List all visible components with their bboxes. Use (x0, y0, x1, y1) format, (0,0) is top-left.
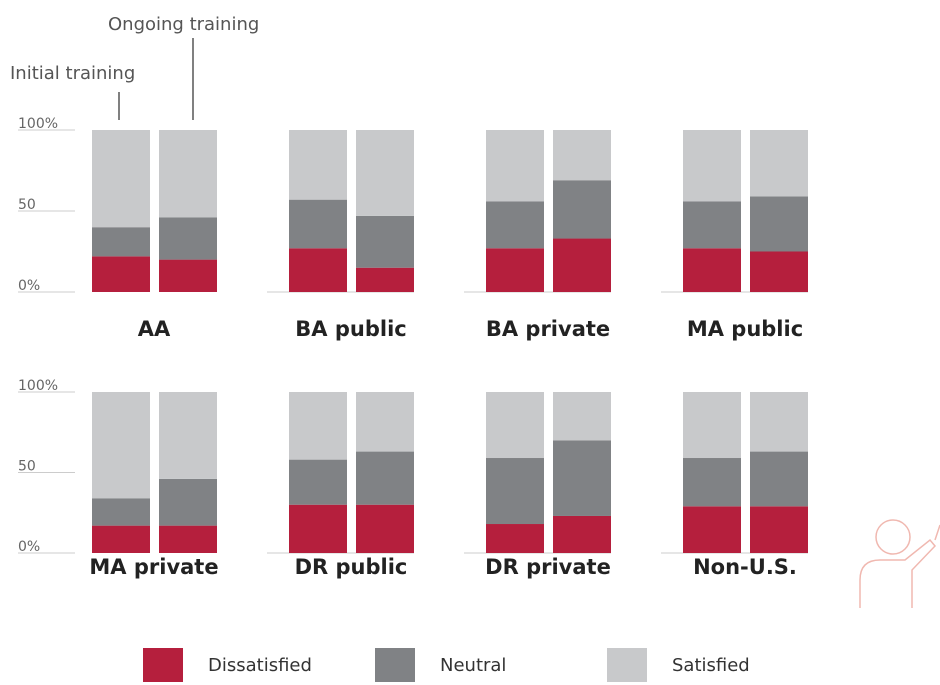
bar-segment (356, 215, 414, 268)
bar-segment (683, 458, 741, 507)
panel-title: MA public (687, 317, 803, 341)
bar-segment (683, 248, 741, 292)
category-annotation: Initial training (10, 63, 135, 84)
bar-segment (159, 392, 217, 479)
bar-segment (92, 256, 150, 292)
category-annotation: Ongoing training (108, 14, 259, 35)
bar-segment (159, 525, 217, 553)
panel-title: DR private (485, 555, 611, 579)
panel-title: BA public (295, 317, 406, 341)
bar-segment (553, 515, 611, 553)
bar-segment (750, 392, 808, 452)
bar-segment (356, 504, 414, 553)
panel-title: BA private (486, 317, 610, 341)
panel-title: DR public (295, 555, 408, 579)
y-tick-label: 50 (18, 459, 36, 475)
y-tick-label: 0% (18, 278, 40, 294)
bar-segment (750, 130, 808, 197)
bar-segment (553, 130, 611, 181)
bar-segment (486, 458, 544, 525)
bar-segment (356, 267, 414, 292)
bar-segment (92, 498, 150, 526)
bar-segment (486, 524, 544, 553)
bar-segment (289, 130, 347, 200)
legend-swatch (607, 648, 647, 682)
y-tick-label: 50 (18, 197, 36, 213)
bar-segment (289, 504, 347, 553)
bar-segment (553, 238, 611, 292)
bar-segment (486, 392, 544, 459)
bar-segment (486, 130, 544, 202)
bar-segment (289, 392, 347, 460)
legend-swatch (143, 648, 183, 682)
bar-segment (553, 180, 611, 239)
bar-segment (356, 130, 414, 216)
y-tick-label: 100% (18, 378, 58, 394)
bar-segment (750, 506, 808, 553)
bar-segment (486, 201, 544, 249)
bar-segment (553, 440, 611, 516)
bar-segment (750, 196, 808, 252)
bar-segment (159, 130, 217, 218)
bar-segment (356, 451, 414, 505)
bar-segment (159, 478, 217, 526)
bar-segment (289, 248, 347, 292)
bar-segment (92, 525, 150, 553)
y-tick-label: 100% (18, 116, 58, 132)
bar-segment (92, 392, 150, 499)
bar-segment (553, 392, 611, 441)
bar-segment (683, 392, 741, 459)
bar-segment (289, 459, 347, 505)
panel-title: MA private (89, 555, 218, 579)
bar-segment (92, 130, 150, 228)
legend-label: Satisfied (672, 655, 750, 676)
bar-segment (92, 227, 150, 257)
bar-segment (289, 199, 347, 249)
bar-segment (356, 392, 414, 452)
bar-segment (159, 217, 217, 260)
legend-label: Dissatisfied (208, 655, 312, 676)
bar-segment (750, 451, 808, 507)
bar-segment (683, 130, 741, 202)
bar-segment (486, 248, 544, 292)
panel-title: Non-U.S. (693, 555, 797, 579)
legend-label: Neutral (440, 655, 506, 676)
presenter-icon (859, 519, 940, 608)
bar-segment (683, 506, 741, 553)
bar-segment (683, 201, 741, 249)
bar-segment (750, 251, 808, 292)
y-tick-label: 0% (18, 539, 40, 555)
legend-swatch (375, 648, 415, 682)
panel-title: AA (138, 317, 171, 341)
bar-segment (159, 259, 217, 292)
